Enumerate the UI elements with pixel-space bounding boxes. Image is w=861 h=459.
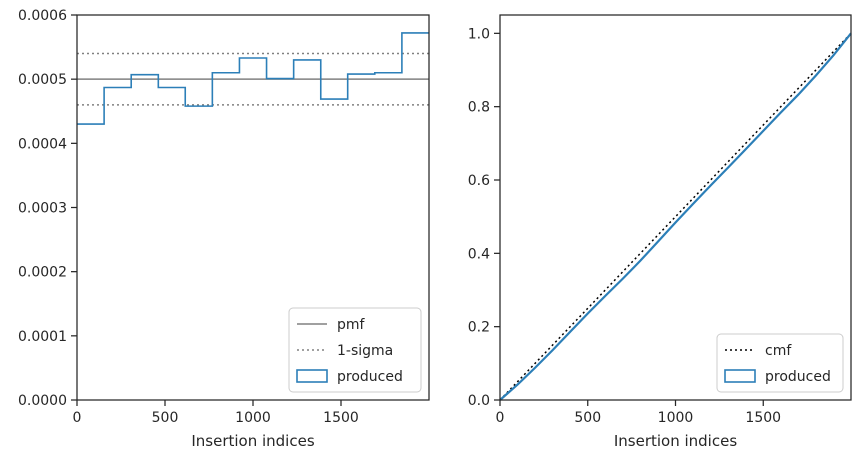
x-tick-label: 500: [574, 410, 601, 426]
x-tick-label: 1500: [323, 410, 359, 426]
legend-label-1-sigma: 1-sigma: [337, 343, 393, 359]
x-tick-label: 1500: [745, 410, 781, 426]
legend-label-produced: produced: [337, 369, 403, 385]
y-tick-label: 0.0002: [18, 265, 67, 281]
x-tick-label: 1000: [658, 410, 694, 426]
left-chart-panel: 0 500 1000 1500 0.0000 0.0001 0.0002 0.0003 0.00…: [18, 8, 430, 450]
x-axis-title: Insertion indices: [191, 432, 314, 450]
y-tick-label: 1.0: [468, 26, 490, 42]
y-tick-label: 0.0004: [18, 136, 67, 152]
y-tick-label: 0.0005: [18, 72, 67, 88]
legend-label-produced: produced: [765, 369, 831, 385]
y-tick-label: 0.0001: [18, 329, 67, 345]
y-tick-label: 0.2: [468, 320, 490, 336]
y-tick-label: 0.0003: [18, 201, 67, 217]
legend-box: [288, 307, 422, 393]
legend: pmf 1-sigma produced: [288, 307, 422, 393]
legend: cmf produced: [716, 333, 844, 393]
x-tick-label: 0: [73, 410, 82, 426]
legend-label-cmf: cmf: [765, 343, 792, 359]
y-tick-label: 0.0006: [18, 8, 67, 24]
x-tick-label: 500: [152, 410, 179, 426]
legend-swatch-produced: [296, 369, 328, 383]
x-tick-label: 1000: [235, 410, 271, 426]
y-tick-label: 0.0000: [18, 393, 67, 409]
legend-swatch-produced: [724, 369, 756, 383]
x-tick-label: 0: [496, 410, 505, 426]
series-line-produced: [499, 32, 852, 401]
y-tick-label: 0.8: [468, 100, 490, 116]
right-chart-panel: 0 500 1000 1500 0.0 0.2 0.4 0.6 0.8 1.0 Insertion …: [468, 14, 852, 450]
y-tick-label: 0.4: [468, 246, 490, 262]
legend-box: [716, 333, 844, 393]
y-tick-label: 0.6: [468, 173, 490, 189]
x-axis-title: Insertion indices: [614, 432, 737, 450]
produced-step-line: [77, 32, 429, 125]
y-tick-label: 0.0: [468, 393, 490, 409]
legend-label-pmf: pmf: [337, 317, 366, 333]
